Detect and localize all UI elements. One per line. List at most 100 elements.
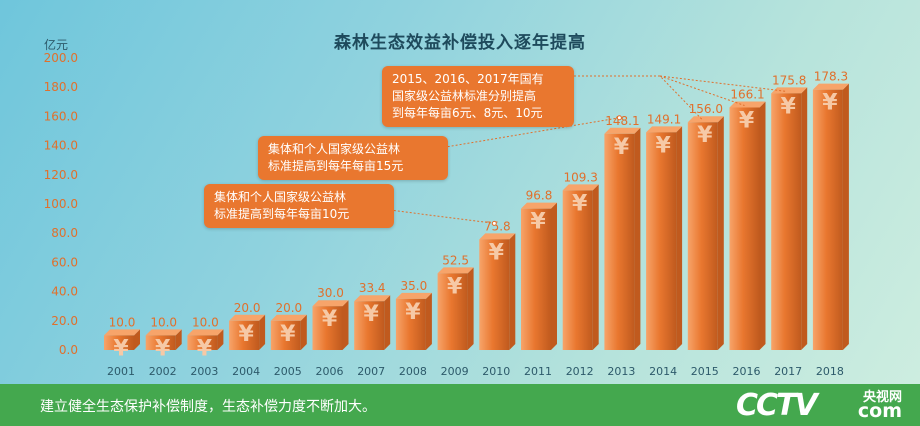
x-tick-label: 2003 <box>190 365 218 378</box>
bar-side <box>634 127 641 350</box>
y-tick-label: 0.0 <box>59 343 78 357</box>
bar-side <box>259 314 266 350</box>
bar <box>729 107 760 350</box>
bar <box>479 239 510 350</box>
x-tick-label: 2009 <box>441 365 469 378</box>
y-axis-unit: 亿元 <box>44 38 69 52</box>
bar-yen-symbol: ¥ <box>113 336 129 361</box>
bar-top <box>104 329 140 336</box>
bar-yen-symbol: ¥ <box>697 123 713 148</box>
bar-yen-symbol: ¥ <box>280 322 296 347</box>
bar-side <box>676 126 683 351</box>
bar-value-label: 52.5 <box>442 253 469 267</box>
bar-top <box>270 314 307 321</box>
bar-side <box>217 329 224 350</box>
bar-yen-symbol: ¥ <box>197 336 213 361</box>
bar-side <box>551 202 557 350</box>
bar-yen-symbol: ¥ <box>322 307 338 332</box>
bar <box>229 320 260 350</box>
bar-value-label: 10.0 <box>150 315 177 329</box>
x-tick-label: 2011 <box>524 365 552 378</box>
leader-line-2017 <box>659 75 787 92</box>
x-tick-label: 2005 <box>274 365 302 378</box>
bar <box>521 208 551 350</box>
bar-top <box>187 329 224 336</box>
bar <box>354 301 385 350</box>
bar-yen-symbol: ¥ <box>238 322 254 347</box>
logo-sub-cn: 央视网 <box>862 390 902 405</box>
bar <box>104 335 134 350</box>
bar-side <box>592 184 599 350</box>
x-tick-label: 2006 <box>316 365 344 378</box>
y-tick-label: 100.0 <box>44 197 78 211</box>
bar-value-label: 148.1 <box>605 114 639 128</box>
bar-value-label: 156.0 <box>689 102 723 116</box>
leader-line-2013 <box>427 117 620 151</box>
bar-top <box>437 267 474 274</box>
bar <box>562 190 593 350</box>
bar <box>437 273 468 350</box>
bar-yen-symbol: ¥ <box>405 300 421 325</box>
bar-side <box>467 267 474 350</box>
x-tick-label: 2004 <box>232 365 260 378</box>
x-tick-label: 2015 <box>691 365 719 378</box>
bar <box>812 89 843 350</box>
bar-value-label: 96.8 <box>526 189 553 203</box>
bar-yen-symbol: ¥ <box>739 108 755 133</box>
x-tick-label: 2014 <box>649 365 677 378</box>
bar-value-label: 175.8 <box>772 73 806 87</box>
x-tick-label: 2017 <box>774 365 802 378</box>
annotation-line: 2015、2016、2017年国有 <box>392 72 544 86</box>
bar-yen-symbol: ¥ <box>655 133 671 158</box>
bar-yen-symbol: ¥ <box>364 302 380 327</box>
x-tick-label: 2007 <box>357 365 385 378</box>
logo-sub-com: com <box>857 400 902 422</box>
bar <box>395 298 426 350</box>
bar <box>604 133 635 350</box>
bar <box>312 306 343 350</box>
leader-line-2016 <box>659 75 745 106</box>
x-tick-label: 2002 <box>149 365 177 378</box>
x-tick-label: 2008 <box>399 365 427 378</box>
annotation-line: 集体和个人国家级公益林 <box>214 190 347 204</box>
chart-title: 森林生态效益补偿投入逐年提高 <box>334 33 586 53</box>
bar-value-label: 20.0 <box>275 301 302 315</box>
bar-yen-symbol: ¥ <box>781 94 797 119</box>
bar-value-label: 109.3 <box>564 170 598 184</box>
annotation-2015-2017: 2015、2016、2017年国有 国家级公益林标准分别提高 到每年每亩6元、8… <box>382 66 574 127</box>
bar-yen-symbol: ¥ <box>572 191 588 216</box>
y-tick-label: 120.0 <box>44 168 78 182</box>
bar-top <box>145 329 182 336</box>
bar-top <box>354 295 391 302</box>
annotation-line: 到每年每亩6元、8元、10元 <box>392 106 543 120</box>
bar-value-label: 35.0 <box>401 279 428 293</box>
bar <box>270 320 301 350</box>
bar-side <box>300 314 307 350</box>
y-tick-label: 60.0 <box>51 255 78 269</box>
bar-value-label: 10.0 <box>192 315 219 329</box>
bar <box>187 335 218 350</box>
y-tick-label: 40.0 <box>51 285 78 299</box>
bar-value-label: 166.1 <box>730 87 764 101</box>
bar-yen-symbol: ¥ <box>489 240 505 265</box>
annotation-2013: 集体和个人国家级公益林 标准提高到每年每亩15元 <box>258 136 448 180</box>
y-tick-label: 80.0 <box>51 226 78 240</box>
cctv-logo: CCTV 央视网 com <box>736 384 906 426</box>
bar <box>646 132 677 350</box>
bar-yen-symbol: ¥ <box>447 274 463 299</box>
bar-top <box>479 233 516 240</box>
bar-value-label: 149.1 <box>647 112 681 126</box>
bar-side <box>717 116 724 351</box>
bar-side <box>759 101 766 350</box>
x-tick-label: 2016 <box>733 365 761 378</box>
bar-side <box>425 292 432 350</box>
bar-top <box>604 127 641 134</box>
bar-top <box>729 101 766 108</box>
x-tick-label: 2001 <box>107 365 135 378</box>
logo-main: CCTV <box>736 388 818 423</box>
bar <box>687 122 718 351</box>
y-tick-label: 200.0 <box>44 51 78 65</box>
y-tick-label: 160.0 <box>44 109 78 123</box>
x-tick-label: 2013 <box>607 365 635 378</box>
